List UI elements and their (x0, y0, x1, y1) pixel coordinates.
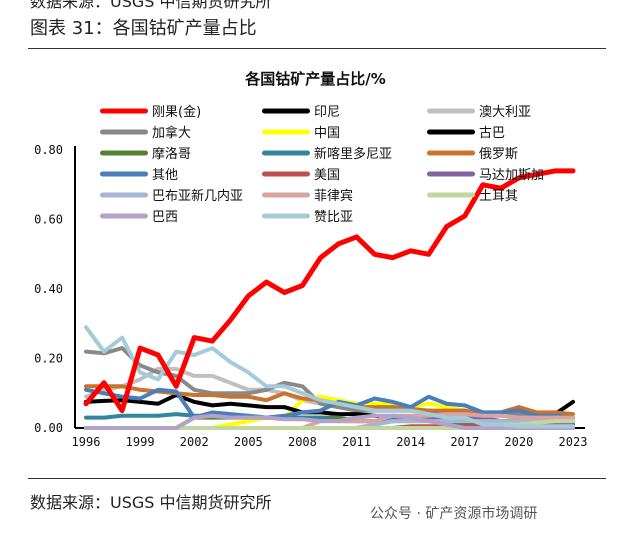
footer-divider (28, 478, 606, 479)
legend-label: 其他 (152, 168, 178, 183)
legend-swatch (427, 108, 475, 114)
x-tick-label: 2008 (288, 435, 317, 449)
legend-label: 菲律宾 (314, 188, 353, 204)
x-tick-label: 2023 (559, 435, 588, 449)
legend-label: 俄罗斯 (479, 147, 518, 162)
top-cut-source: 数据来源：USGS 中信期货研究所 (30, 0, 272, 11)
figure-title: 图表 31：各国钴矿产量占比 (30, 18, 257, 39)
legend-swatch (262, 108, 310, 114)
x-tick-label: 1996 (72, 435, 101, 449)
legend-swatch (100, 192, 148, 198)
legend-swatch (427, 192, 475, 198)
legend-label: 马达加斯加 (479, 168, 544, 183)
y-tick-label: 0.80 (34, 143, 63, 157)
legend-label: 巴布亚新几内亚 (152, 188, 243, 204)
legend-swatch (100, 213, 148, 219)
legend-swatch (262, 192, 310, 198)
series-line-0 (83, 168, 576, 414)
x-tick-label: 2011 (342, 435, 371, 449)
title-divider (28, 48, 606, 49)
series-line-9 (84, 387, 575, 420)
legend-label: 赞比亚 (314, 210, 353, 225)
x-tick-label: 2005 (234, 435, 263, 449)
x-tick-label: 2014 (396, 435, 425, 449)
legend-swatch (427, 150, 475, 156)
legend-label: 印尼 (314, 105, 340, 120)
legend-label: 摩洛哥 (152, 146, 191, 162)
legend-swatch (100, 150, 148, 156)
legend-swatch (262, 150, 310, 156)
legend-swatch (262, 129, 310, 135)
x-tick-label: 2002 (180, 435, 209, 449)
legend-swatch (262, 213, 310, 219)
legend-swatch (262, 171, 310, 177)
y-tick-label: 0.40 (34, 282, 63, 296)
watermark: 公众号 · 矿产资源市场调研 (370, 506, 538, 522)
y-tick-label: 0.60 (34, 213, 63, 227)
legend-label: 古巴 (479, 126, 505, 141)
legend-label: 美国 (314, 168, 340, 183)
legend-swatch (100, 129, 148, 135)
legend-swatch (427, 129, 475, 135)
x-tick-label: 2017 (450, 435, 479, 449)
legend-label: 新喀里多尼亚 (314, 146, 392, 162)
x-tick-label: 1999 (126, 435, 155, 449)
series-line-15 (84, 413, 575, 430)
legend-label: 澳大利亚 (479, 104, 531, 120)
y-tick-label: 0.00 (34, 421, 63, 435)
series-line-16 (84, 325, 575, 429)
legend-label: 中国 (314, 126, 340, 141)
chart-title: 各国钴矿产量占比/% (245, 70, 386, 88)
legend-swatch (100, 171, 148, 177)
legend-label: 巴西 (152, 210, 178, 225)
source-note: 数据来源：USGS 中信期货研究所 (30, 493, 272, 512)
x-tick-label: 2020 (504, 435, 533, 449)
legend-swatch (100, 108, 148, 114)
legend-label: 加拿大 (152, 125, 191, 141)
legend-label: 刚果(金) (152, 104, 201, 120)
legend-label: 土耳其 (479, 189, 518, 204)
y-tick-label: 0.20 (34, 352, 63, 366)
legend-swatch (427, 171, 475, 177)
